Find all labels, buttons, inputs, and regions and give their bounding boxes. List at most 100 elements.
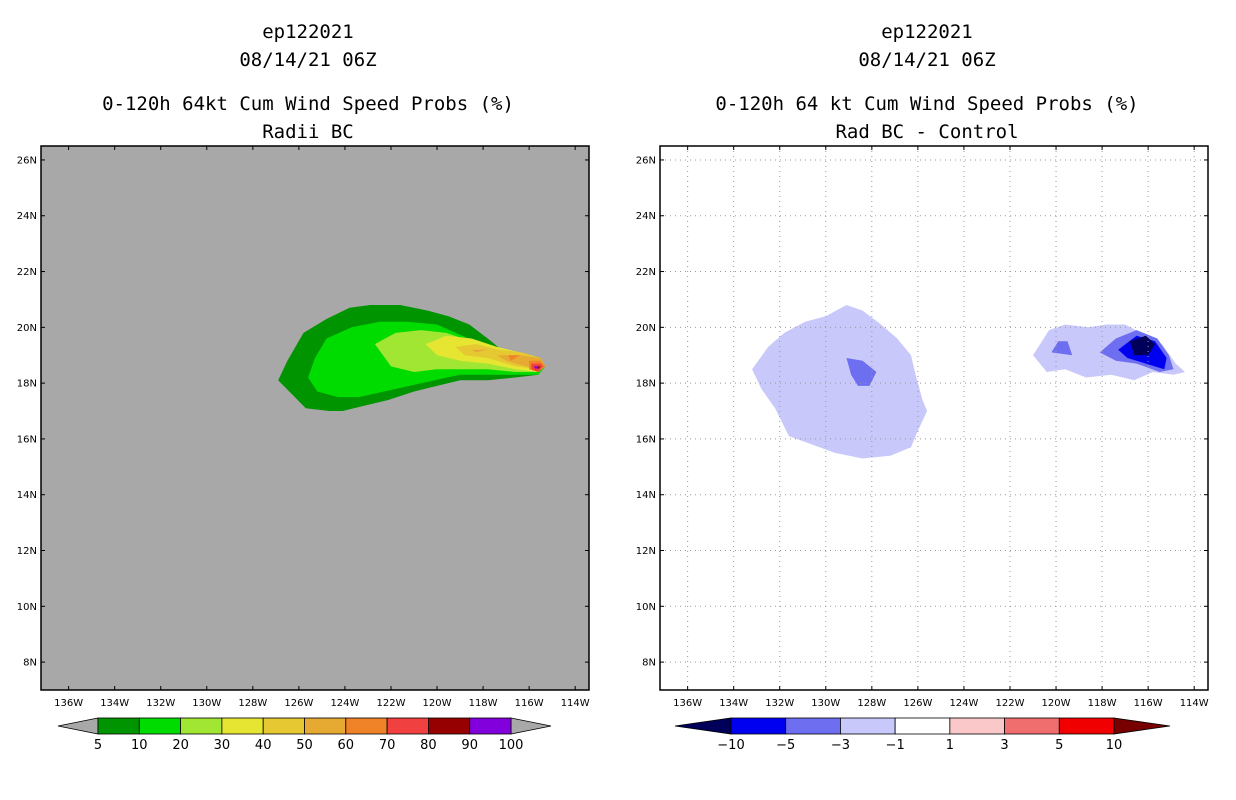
right-panel-header: ep122021 08/14/21 06Z 0-120h 64 kt Cum W… <box>715 21 1138 143</box>
contour-level-60-7 <box>508 355 520 361</box>
colorbar-swatch-6 <box>345 717 388 735</box>
x-tick-label-128W: 128W <box>857 698 886 709</box>
x-tick-label-116W: 116W <box>515 698 544 709</box>
colorbar-label-5: 5 <box>94 738 102 753</box>
x-tick-label-136W: 136W <box>673 698 702 709</box>
colorbar-swatch-4 <box>262 717 305 735</box>
colorbar-swatch-7 <box>386 717 429 735</box>
y-tick-label-18N: 18N <box>17 379 37 390</box>
x-tick-label-120W: 120W <box>1042 698 1071 709</box>
y-tick-label-20N: 20N <box>17 323 37 334</box>
colorbar-label-10: 10 <box>131 738 148 753</box>
x-tick-label-122W: 122W <box>995 698 1024 709</box>
colorbar-label-20: 20 <box>172 738 189 753</box>
x-tick-label-136W: 136W <box>54 698 83 709</box>
colorbar-label-50: 50 <box>296 738 313 753</box>
x-tick-label-124W: 124W <box>949 698 978 709</box>
colorbar-swatch-9 <box>469 717 512 735</box>
x-tick-label-132W: 132W <box>146 698 175 709</box>
plot-frame <box>40 145 590 691</box>
y-tick-label-12N: 12N <box>636 546 656 557</box>
y-tick-label-12N: 12N <box>17 546 37 557</box>
left-datetime: 08/14/21 06Z <box>239 49 376 71</box>
y-tick-label-16N: 16N <box>636 434 656 445</box>
colorbar-label-70: 70 <box>379 738 396 753</box>
left-storm-id: ep122021 <box>262 21 354 43</box>
x-tick-label-126W: 126W <box>903 698 932 709</box>
plot-frame <box>659 145 1209 691</box>
x-tick-label-130W: 130W <box>192 698 221 709</box>
colorbar-label-100: 100 <box>499 738 524 753</box>
colorbar-label-90: 90 <box>461 738 478 753</box>
right-storm-id: ep122021 <box>881 21 973 43</box>
colorbar-swatch-6 <box>1058 717 1115 735</box>
colorbar-swatch-2 <box>180 717 223 735</box>
colorbar-label-60: 60 <box>338 738 355 753</box>
plot-background <box>660 146 1208 690</box>
colorbar-over-triangle <box>1113 717 1171 735</box>
x-tick-label-120W: 120W <box>423 698 452 709</box>
x-tick-label-116W: 116W <box>1134 698 1163 709</box>
colorbar-label--3: −3 <box>831 738 850 753</box>
left-map-panel: 136W 134W 132W 130W 128W 126W 124W 122W 120W 118W… <box>17 145 590 709</box>
y-tick-label-8N: 8N <box>642 658 656 669</box>
contour-level-50-5 <box>471 349 488 353</box>
colorbar-label-3: 3 <box>1000 738 1008 753</box>
x-tick-label-132W: 132W <box>765 698 794 709</box>
colorbar-swatch-3 <box>894 717 951 735</box>
x-tick-label-130W: 130W <box>811 698 840 709</box>
colorbar-swatch-3 <box>221 717 264 735</box>
colorbar-swatch-1 <box>785 717 841 735</box>
colorbar-label-30: 30 <box>214 738 231 753</box>
x-tick-label-114W: 114W <box>561 698 590 709</box>
y-tick-label-26N: 26N <box>636 155 656 166</box>
colorbar-swatch-8 <box>427 717 471 735</box>
colorbar-swatch-4 <box>949 717 1005 735</box>
y-tick-label-24N: 24N <box>17 211 37 222</box>
x-tick-label-134W: 134W <box>100 698 129 709</box>
contour-level-neg1-0 <box>752 305 928 459</box>
colorbar-over-triangle <box>510 717 552 735</box>
colorbar-under-triangle <box>674 717 732 735</box>
x-tick-label-124W: 124W <box>330 698 359 709</box>
colorbar-label-5: 5 <box>1055 738 1063 753</box>
y-tick-label-22N: 22N <box>17 267 37 278</box>
y-tick-label-10N: 10N <box>636 602 656 613</box>
colorbar-swatch-2 <box>840 717 896 735</box>
y-tick-label-20N: 20N <box>636 323 656 334</box>
y-tick-label-26N: 26N <box>17 155 37 166</box>
colorbar-swatch-1 <box>138 717 182 735</box>
x-tick-label-114W: 114W <box>1180 698 1209 709</box>
left-chart-title: 0-120h 64kt Cum Wind Speed Probs (%) <box>102 93 514 115</box>
x-tick-label-118W: 118W <box>1088 698 1117 709</box>
contour-level-90-11 <box>533 366 539 370</box>
y-tick-label-16N: 16N <box>17 434 37 445</box>
x-tick-label-122W: 122W <box>376 698 405 709</box>
right-chart-title: 0-120h 64 kt Cum Wind Speed Probs (%) <box>715 93 1138 115</box>
left-panel-header: ep122021 08/14/21 06Z 0-120h 64kt Cum Wi… <box>102 21 514 143</box>
left-colorbar: 5 10 20 30 40 50 60 70 80 90 100 <box>57 717 552 753</box>
colorbar-label--10: −10 <box>717 738 744 753</box>
y-tick-label-22N: 22N <box>636 267 656 278</box>
left-chart-subtitle: Radii BC <box>262 121 354 143</box>
colorbar-label-10: 10 <box>1106 738 1123 753</box>
x-tick-label-126W: 126W <box>284 698 313 709</box>
x-tick-label-128W: 128W <box>238 698 267 709</box>
colorbar-swatch-0 <box>730 717 787 735</box>
x-tick-label-118W: 118W <box>469 698 498 709</box>
y-tick-label-18N: 18N <box>636 379 656 390</box>
colorbar-label-80: 80 <box>420 738 437 753</box>
y-tick-label-8N: 8N <box>23 658 37 669</box>
right-colorbar: −10 −5 −3 −1 1 3 5 10 <box>674 717 1171 753</box>
plot-background <box>41 146 589 690</box>
y-tick-label-24N: 24N <box>636 211 656 222</box>
x-tick-label-134W: 134W <box>719 698 748 709</box>
colorbar-under-triangle <box>57 717 99 735</box>
colorbar-swatch-5 <box>1004 717 1060 735</box>
colorbar-label--1: −1 <box>886 738 905 753</box>
y-tick-label-14N: 14N <box>17 490 37 501</box>
colorbar-swatch-0 <box>97 717 140 735</box>
contour-level-neg3-3 <box>1051 341 1073 356</box>
right-chart-subtitle: Rad BC - Control <box>835 121 1018 143</box>
contour-level-neg3-1 <box>846 358 877 386</box>
